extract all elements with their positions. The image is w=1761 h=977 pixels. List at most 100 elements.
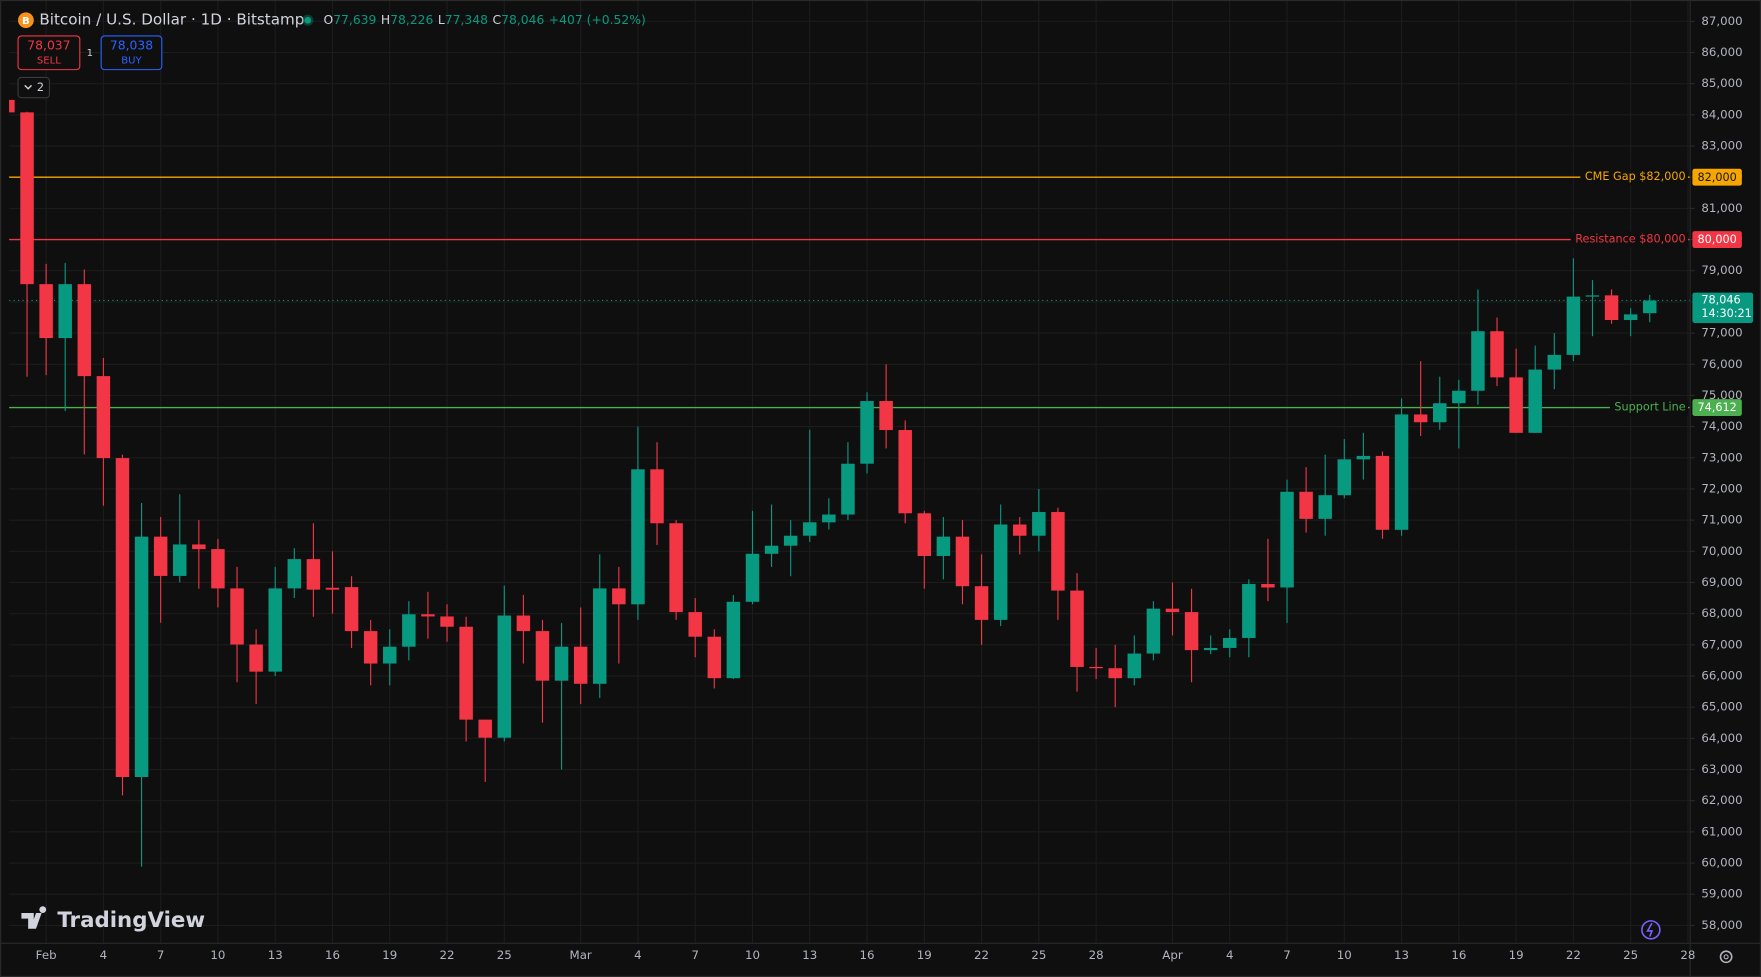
change-value: +407 (+0.52%) (549, 13, 646, 27)
candle-body (1318, 495, 1332, 519)
x-tick-label: 25 (497, 948, 512, 962)
price-tag (1692, 231, 1742, 248)
candle-body (516, 615, 531, 632)
line-label-bg (1609, 399, 1689, 416)
y-tick-label: 65,000 (1701, 700, 1742, 714)
ohlc-values: O77,639 H78,226 L77,348 C78,046 +407 (+0.52%… (323, 13, 645, 27)
candle-body (803, 522, 817, 536)
candle-body (612, 588, 626, 605)
ohlc-key: C (492, 13, 501, 27)
candle-body (1604, 295, 1619, 320)
grid (9, 0, 1691, 944)
candle-body (535, 631, 550, 681)
y-tick-label: 68,000 (1701, 606, 1742, 620)
x-tick-label: 16 (1451, 948, 1466, 962)
ohlc-key: H (381, 13, 390, 27)
y-tick-label: 64,000 (1701, 731, 1742, 745)
x-tick-label: 10 (1337, 948, 1352, 962)
candle-body (764, 545, 779, 554)
y-tick-label: 70,000 (1701, 544, 1742, 558)
y-tick-label: 63,000 (1701, 762, 1742, 776)
candle-body (707, 636, 722, 679)
candle-body (1108, 668, 1122, 679)
sell-button[interactable] (17, 35, 81, 71)
candle-body (9, 99, 15, 113)
candle-body (1242, 584, 1256, 638)
x-tick-label: 28 (1680, 948, 1695, 962)
line-label: Support Line (1614, 401, 1685, 414)
ohlc-value: 77,639 (333, 13, 376, 27)
candle-body (1643, 300, 1657, 314)
price-tag-label: 82,000 (1697, 171, 1736, 184)
settings-icon[interactable] (1719, 950, 1733, 964)
candle-body (1566, 296, 1581, 355)
x-tick-label: 19 (1509, 948, 1524, 962)
candle-body (1509, 377, 1523, 433)
x-tick-label: 10 (210, 948, 225, 962)
y-tick-label: 60,000 (1701, 856, 1742, 870)
candle-body (1146, 608, 1161, 654)
candle-body (573, 646, 588, 684)
candle-body (1585, 295, 1600, 297)
candle-body (1375, 455, 1390, 530)
sell-label: SELL (37, 56, 61, 67)
ohlc-key: O (323, 13, 333, 27)
candle-body (497, 615, 512, 738)
watermark[interactable]: TradingView (57, 908, 205, 933)
symbol-title[interactable]: Bitcoin / U.S. Dollar · 1D · Bitstamp (39, 11, 304, 29)
candle-body (1051, 512, 1065, 591)
candles (9, 99, 1657, 867)
y-tick-label: 85,000 (1701, 76, 1742, 90)
overlays: CME Gap $82,000 82,000 Resistance $80,000 8… (1570, 168, 1754, 416)
candle-body (134, 536, 149, 777)
candle-body (631, 469, 645, 605)
candle-body (325, 587, 340, 590)
line-label-bg (1570, 231, 1688, 248)
candle-body (1127, 653, 1142, 679)
candle-body (1547, 354, 1562, 370)
x-tick-label: 13 (802, 948, 817, 962)
indicators-toggle[interactable] (17, 76, 51, 99)
sell-price: 78,037 (27, 39, 70, 53)
x-tick-label: 19 (382, 948, 397, 962)
y-tick-label: 62,000 (1701, 793, 1742, 807)
candle-body (1452, 390, 1466, 404)
candle-body (688, 612, 702, 637)
candle-body (1528, 369, 1542, 433)
y-tick-label: 77,000 (1701, 326, 1742, 340)
candle-body (1070, 590, 1084, 667)
candle-body (1223, 637, 1237, 648)
candle-body (96, 376, 111, 459)
candle-body (1433, 403, 1447, 423)
candle-body (593, 588, 607, 684)
x-tick-label: 28 (1089, 948, 1104, 962)
y-tick-label: 59,000 (1701, 887, 1742, 901)
x-tick-label: Feb (36, 948, 57, 962)
candle-body (421, 614, 435, 617)
candle-body (440, 616, 454, 627)
candle-body (1413, 414, 1428, 423)
candle-body (993, 524, 1008, 620)
buy-button[interactable] (100, 35, 163, 71)
buy-price: 78,038 (110, 39, 153, 53)
x-tick-label: 10 (745, 948, 760, 962)
x-tick-label: 4 (1226, 948, 1234, 962)
candle-body (726, 601, 741, 679)
candle-body (879, 401, 893, 431)
candle-body (1471, 331, 1485, 391)
y-tick-label: 73,000 (1701, 450, 1742, 464)
candle-body (192, 544, 206, 550)
assistant-icon[interactable] (1641, 920, 1661, 940)
candle-body (402, 614, 416, 647)
candle-body (936, 536, 951, 556)
drawings (9, 176, 1691, 409)
x-tick-label: 13 (268, 948, 283, 962)
candle-body (249, 644, 263, 672)
candle-body (1184, 612, 1199, 651)
chevron-icon (24, 84, 33, 90)
y-tick-label: 81,000 (1701, 201, 1742, 215)
candle-body (669, 523, 683, 613)
x-tick-label: 13 (1394, 948, 1409, 962)
candle-body (822, 514, 836, 523)
